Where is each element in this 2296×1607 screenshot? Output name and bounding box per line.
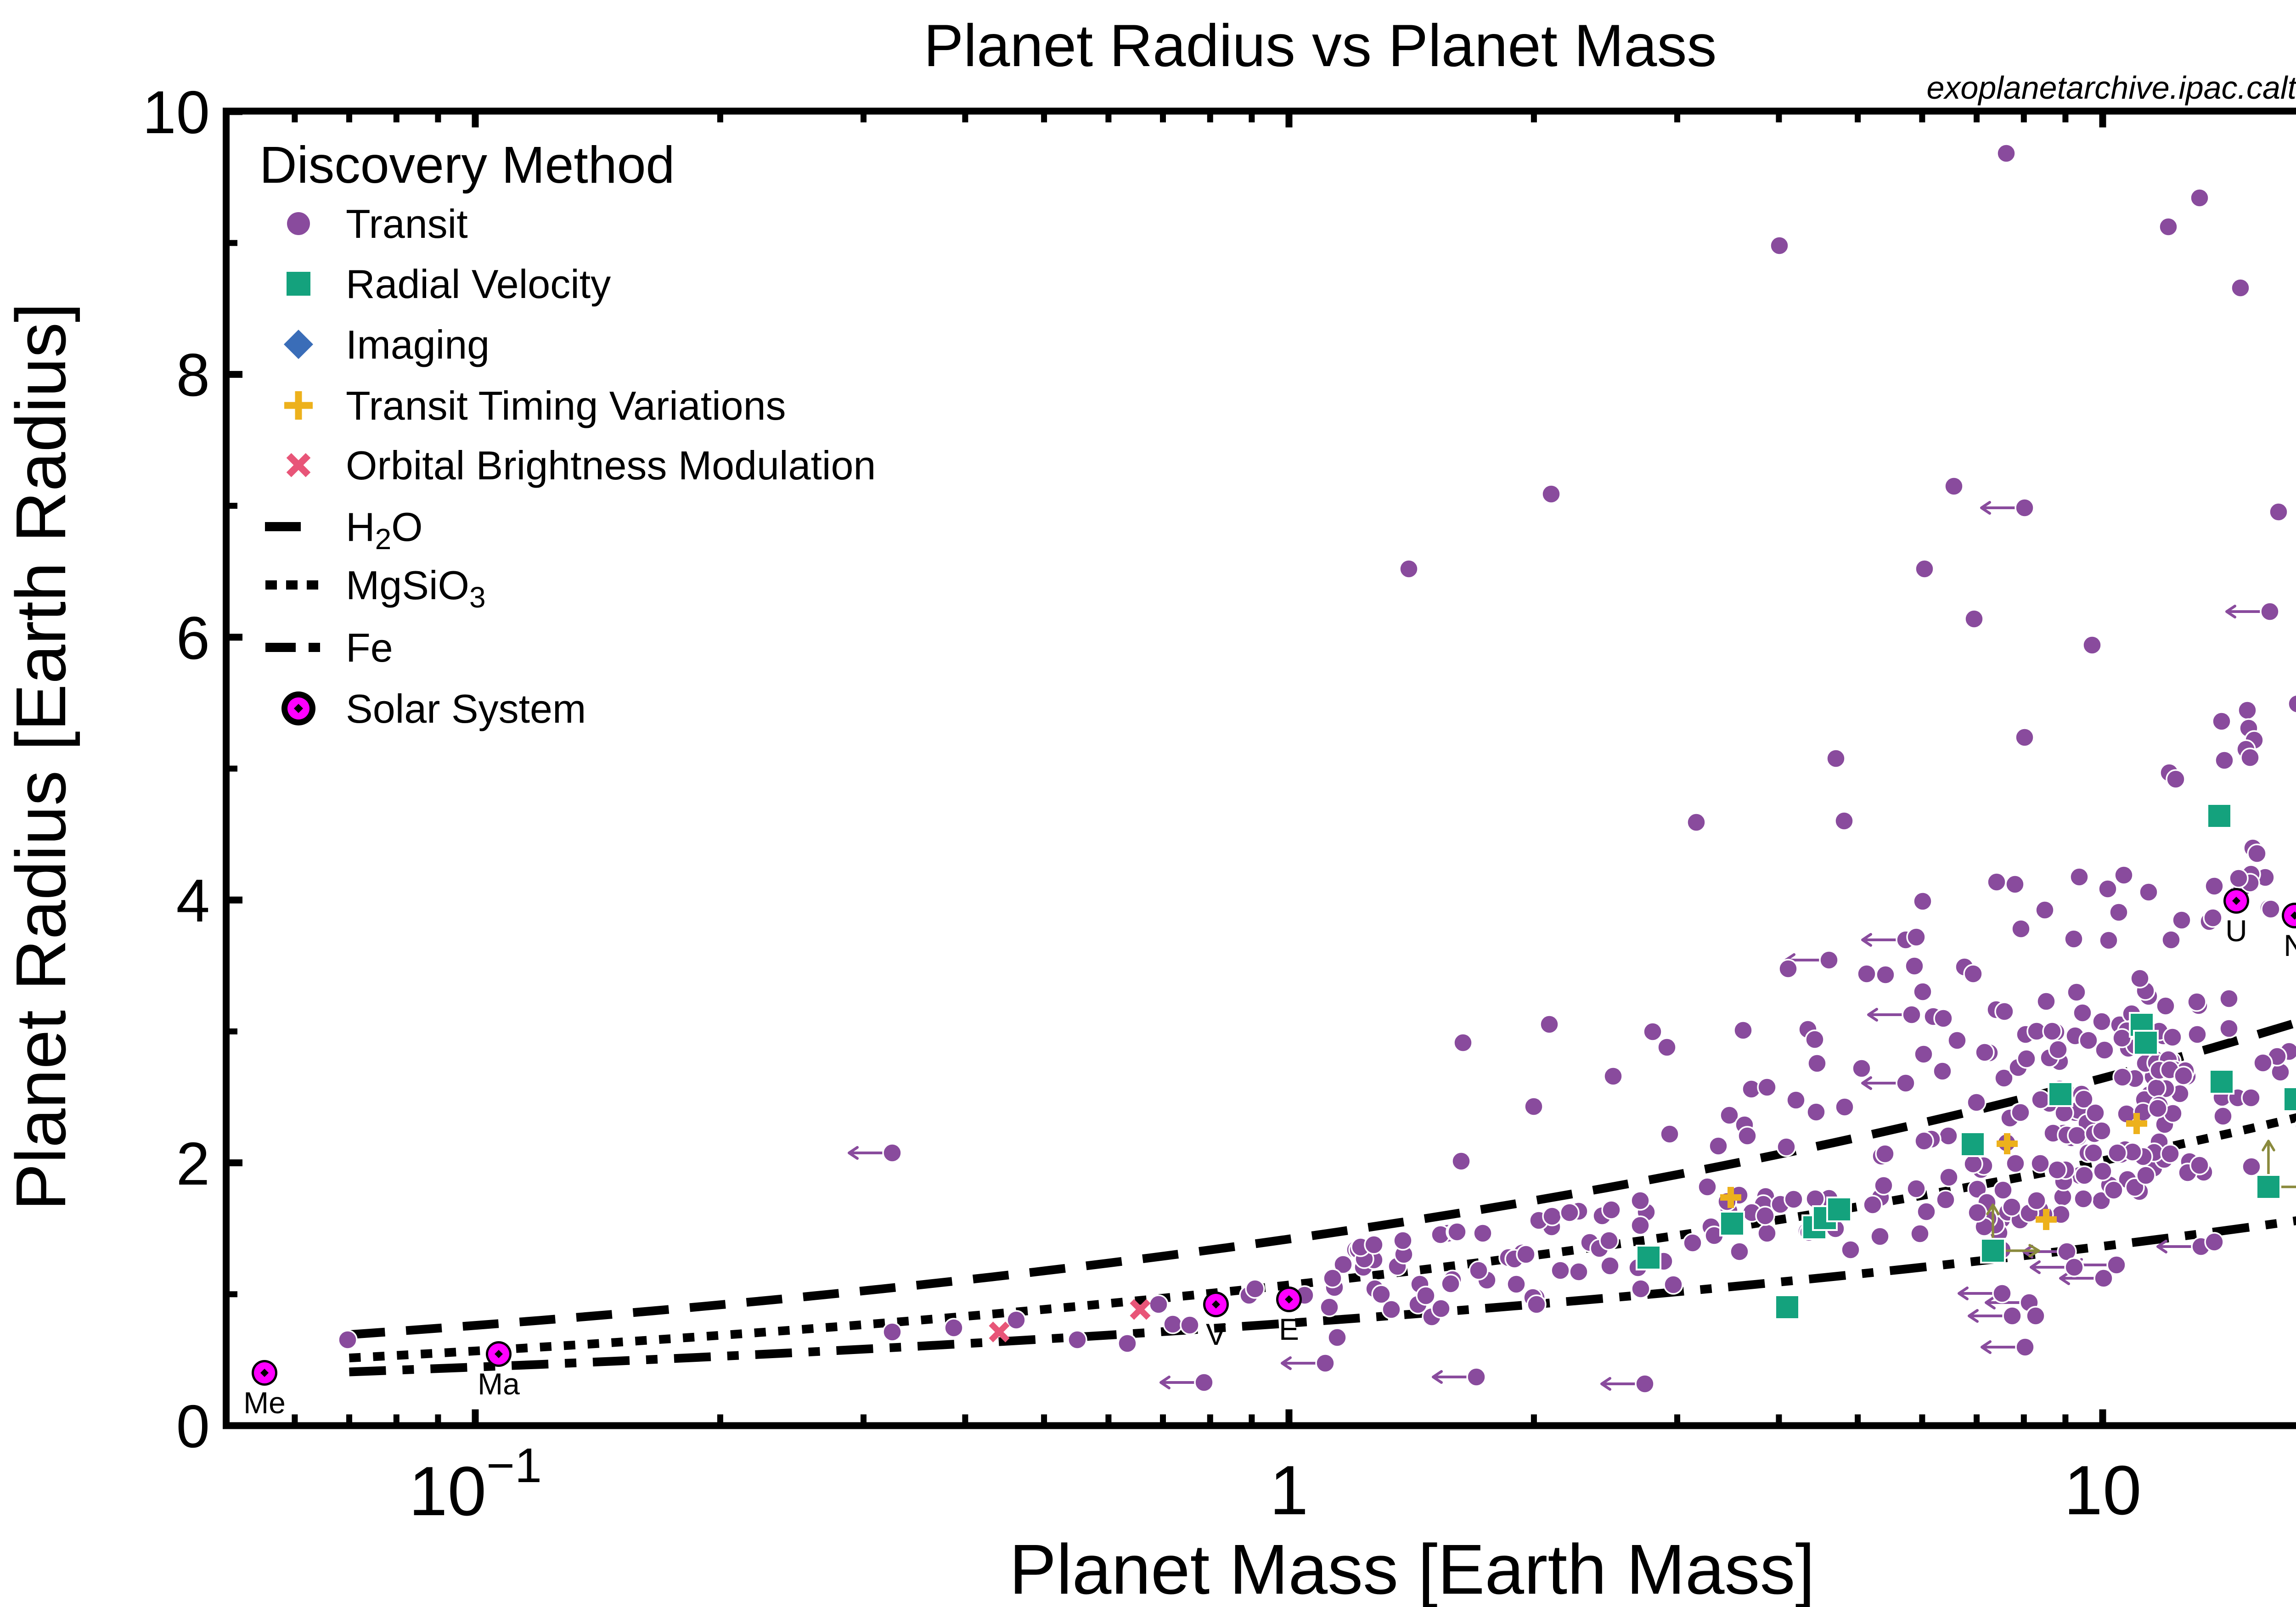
svg-text:Imaging: Imaging — [346, 322, 490, 367]
svg-text:V: V — [1206, 1317, 1226, 1351]
svg-text:Discovery Method: Discovery Method — [259, 136, 675, 194]
svg-text:Planet Radius [Earth Radius]: Planet Radius [Earth Radius] — [1, 303, 80, 1210]
svg-text:Planet Mass [Earth Mass]: Planet Mass [Earth Mass] — [1009, 1530, 1815, 1607]
svg-text:Solar System: Solar System — [346, 686, 586, 731]
svg-text:N: N — [2284, 928, 2296, 962]
svg-text:MgSiO3: MgSiO3 — [346, 562, 486, 614]
svg-text:10: 10 — [142, 79, 210, 146]
svg-text:Me: Me — [243, 1386, 286, 1420]
svg-text:Ma: Ma — [478, 1367, 520, 1401]
svg-text:Orbital Brightness Modulation: Orbital Brightness Modulation — [346, 443, 876, 488]
svg-text:4: 4 — [176, 867, 210, 934]
svg-text:U: U — [2225, 914, 2247, 948]
svg-text:6: 6 — [176, 604, 210, 672]
svg-text:Transit: Transit — [346, 201, 468, 247]
svg-text:Fe: Fe — [346, 625, 393, 670]
svg-text:10: 10 — [2064, 1451, 2141, 1529]
svg-text:Planet Radius vs Planet Mass: Planet Radius vs Planet Mass — [924, 12, 1717, 79]
svg-text:1: 1 — [1270, 1451, 1309, 1529]
svg-text:E: E — [1279, 1312, 1299, 1346]
svg-text:0: 0 — [176, 1393, 210, 1460]
svg-text:Radial Velocity: Radial Velocity — [346, 261, 611, 307]
svg-text:Transit Timing Variations: Transit Timing Variations — [346, 383, 786, 428]
svg-text:2: 2 — [176, 1130, 210, 1197]
svg-text:8: 8 — [176, 341, 210, 409]
svg-text:exoplanetarchive.ipac.caltech.: exoplanetarchive.ipac.caltech.edu, 2026-… — [1926, 70, 2296, 106]
